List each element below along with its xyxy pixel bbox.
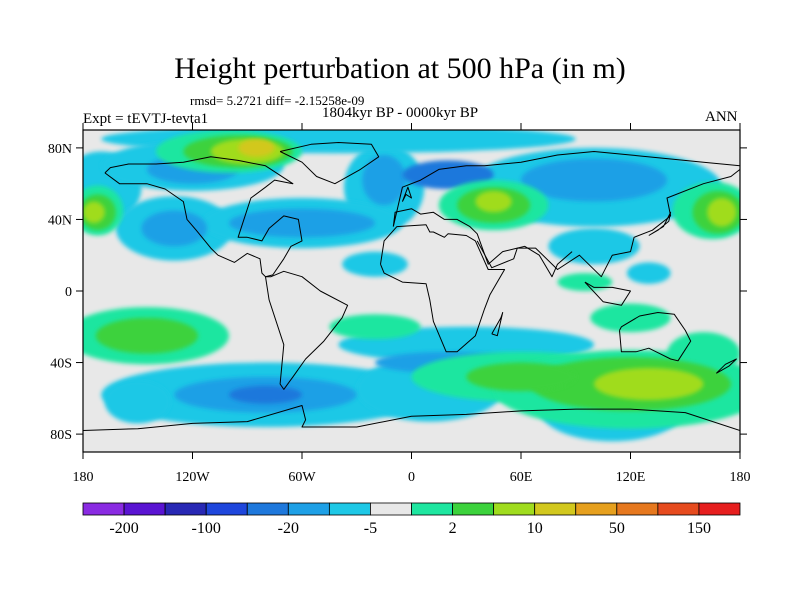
x-tick-label: 60W — [288, 470, 316, 485]
colorbar-swatch — [164, 502, 207, 516]
field-region — [475, 190, 512, 213]
colorbar-swatch — [123, 502, 166, 516]
colorbar-label: 150 — [687, 520, 711, 537]
field-region — [104, 380, 171, 424]
colorbar-swatch — [616, 502, 659, 516]
colorbar-swatch — [246, 502, 289, 516]
field-region — [141, 210, 208, 247]
colorbar-label: -100 — [192, 520, 221, 537]
x-tick-label: 60E — [510, 470, 533, 485]
coastline-africa — [380, 224, 506, 353]
x-tick-label: 120W — [175, 470, 210, 485]
coastline-eurasia — [392, 151, 740, 278]
colorbar: -200 -100 -20 -5 2 10 50 150 — [82, 502, 741, 537]
field-region — [548, 228, 640, 265]
colorbar-swatch — [411, 502, 453, 516]
x-axis: 180 120W 60W 0 60E 120E 180 — [73, 123, 751, 485]
x-tick-label: 180 — [73, 470, 94, 485]
coastline-indonesia — [584, 281, 631, 306]
colorbar-swatch — [575, 502, 618, 516]
y-tick-label: 80S — [50, 428, 72, 443]
colorbar-label: -5 — [364, 520, 377, 537]
x-tick-label: 120E — [616, 470, 646, 485]
colorbar-label: 2 — [449, 520, 457, 537]
field-region — [229, 208, 375, 238]
field-region — [590, 303, 671, 333]
colorbar-label: -200 — [109, 520, 138, 537]
coastlines — [83, 142, 740, 431]
coastline-madagascar — [491, 312, 504, 337]
coastline-greenland — [279, 142, 380, 185]
y-tick-label: 40N — [48, 213, 72, 228]
colorbar-swatch — [698, 502, 741, 516]
field-region — [402, 160, 494, 190]
field-region — [329, 314, 421, 340]
colorbar-label: -20 — [278, 520, 299, 537]
colorbar-swatch — [534, 502, 577, 516]
x-tick-label: 0 — [408, 470, 415, 485]
field-region — [362, 155, 407, 206]
colorbar-swatch — [452, 502, 495, 516]
contour-field — [83, 130, 740, 442]
field-region — [342, 251, 408, 277]
colorbar-label: 50 — [609, 520, 625, 537]
coastline-north-america — [104, 156, 303, 278]
colorbar-swatch — [82, 502, 125, 516]
plot-title: Height perturbation at 500 hPa (in m) — [174, 52, 626, 85]
colorbar-swatch — [328, 502, 371, 516]
coastline-arabia-india — [476, 240, 573, 278]
field-region — [466, 362, 576, 392]
y-tick-label: 40S — [50, 357, 72, 372]
colorbar-swatch — [205, 502, 248, 516]
field-region — [238, 138, 275, 157]
rmsd-diff-stats: rmsd= 5.2721 diff= -2.15258e-09 — [190, 93, 365, 108]
field-region — [707, 197, 737, 227]
field-region — [95, 317, 198, 354]
colorbar-swatch — [370, 502, 412, 516]
coastline-south-america — [265, 270, 349, 390]
colorbar-swatch — [657, 502, 700, 516]
y-tick-label: 80N — [48, 142, 72, 157]
field-region — [229, 385, 302, 404]
field-region — [557, 273, 613, 291]
y-axis: 80N 40N 0 40S 80S — [48, 142, 747, 443]
colorbar-swatch — [493, 502, 536, 516]
colorbar-swatch — [287, 502, 330, 516]
coastline-japan — [648, 211, 672, 236]
season-label: ANN — [705, 109, 738, 125]
field-region — [83, 201, 105, 224]
x-tick-label: 180 — [730, 470, 751, 485]
coastline-antarctica — [83, 405, 740, 431]
field-region — [626, 262, 671, 284]
field-region — [521, 158, 667, 202]
coastline-new-zealand — [715, 358, 737, 374]
coastline-australia — [619, 312, 692, 362]
time-period-label: 1804kyr BP - 0000kyr BP — [322, 105, 479, 121]
field-region — [594, 367, 704, 401]
experiment-label: Expt = tEVTJ-tevta1 — [83, 111, 209, 127]
coastline-uk — [401, 186, 412, 202]
colorbar-label: 10 — [527, 520, 543, 537]
y-tick-label: 0 — [65, 285, 72, 300]
